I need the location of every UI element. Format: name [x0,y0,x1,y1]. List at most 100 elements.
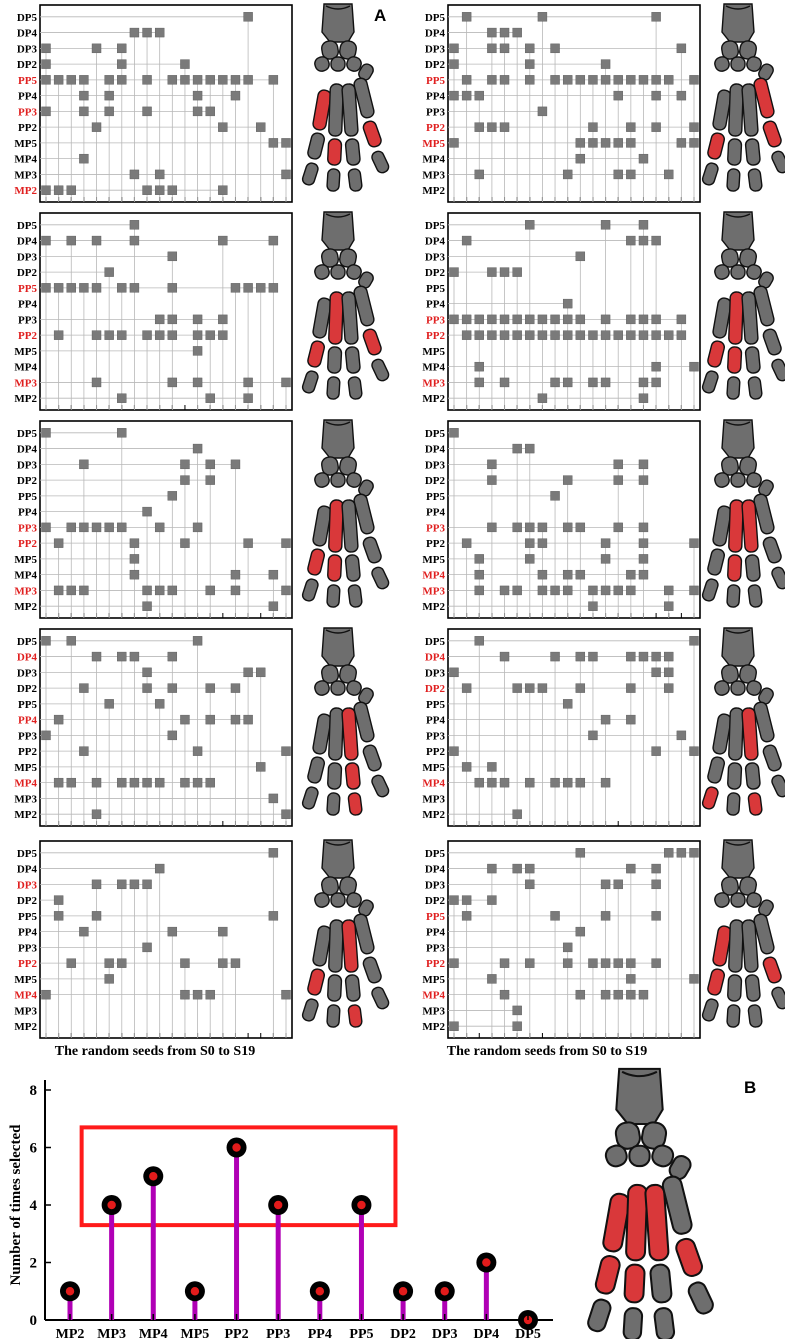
proximal-phalanx-3 [727,138,743,166]
selection-marker [180,714,190,725]
selection-marker [117,75,127,85]
lollipop-dot-dp2 [398,1287,408,1296]
selection-marker [91,122,102,132]
distal-phalanx-2 [701,998,719,1022]
selection-marker [474,122,484,132]
selection-marker [461,683,472,693]
selection-marker [638,314,649,325]
tarsal-bone [321,876,339,896]
panel-frame [447,628,701,827]
selection-marker [41,106,51,117]
metapodial-5 [753,913,775,955]
selection-marker [41,59,51,69]
row-label-mp2: MP2 [14,601,37,613]
distal-phalanx-2 [301,578,319,602]
metapodial-3 [728,919,744,973]
selection-marker [104,90,114,101]
row-label-dp5: DP5 [17,12,38,24]
tarsal-bone [730,892,746,908]
tarsal-bone [314,56,330,72]
selection-marker [91,651,102,662]
selection-marker [613,585,623,596]
selection-marker [537,538,548,548]
selection-marker [537,683,548,693]
selection-marker [651,958,661,968]
row-label-pp5: PP5 [426,75,445,87]
tarsal-bone [746,264,762,280]
panel-frame [39,628,293,827]
selection-marker [525,43,535,54]
row-label-pp3: PP3 [18,942,37,954]
selection-marker [638,651,649,662]
selection-marker [676,90,687,101]
selection-marker [600,554,611,564]
selection-marker [600,59,611,69]
selection-marker [230,714,241,725]
selection-marker [537,585,548,596]
row-label-pp2: PP2 [426,746,445,758]
selection-marker [142,683,152,693]
row-label-dp4: DP4 [425,444,446,456]
selection-marker [664,169,674,180]
selection-marker [167,491,178,501]
row-label-mp5: MP5 [14,762,37,774]
selection-marker [117,428,127,438]
row-label-mp2: MP2 [14,185,37,197]
selection-marker [588,138,598,148]
row-label-mp3: MP3 [422,169,445,181]
selection-marker [142,601,152,611]
selection-marker [142,667,152,678]
selection-marker [626,138,636,148]
row-label-pp4: PP4 [426,299,445,311]
panel-frame [447,4,701,203]
selection-marker [167,185,178,195]
selection-marker [638,554,649,564]
selection-marker [613,138,623,148]
foot-skeleton-icon-9 [301,839,390,1028]
selection-marker [626,314,636,325]
seeds-axis-label-left: The random seeds from S0 to S19 [54,1044,256,1059]
selection-marker [575,777,586,788]
selection-marker [474,636,484,646]
proximal-phalanx-4 [344,554,361,582]
metapodial-5 [753,493,775,535]
selection-marker [651,911,661,921]
selection-marker [117,958,127,968]
tarsal-bone [604,1144,628,1168]
tarsal-bone [346,56,362,72]
selection-marker [600,585,611,596]
proximal-phalanx-3 [327,974,343,1002]
row-label-mp2: MP2 [422,1021,445,1033]
distal-phalanx-4 [347,1004,363,1028]
selection-marker [129,169,140,180]
selection-marker [268,601,279,611]
row-label-dp5: DP5 [425,220,446,232]
row-label-pp2: PP2 [426,122,445,134]
proximal-phalanx-5 [762,120,782,148]
selection-marker [192,377,203,388]
metapodial-4 [741,919,759,973]
row-label-pp3: PP3 [426,730,445,742]
tarsal-bone [346,264,362,280]
selection-marker [676,138,687,148]
selection-marker [613,989,623,1000]
selection-marker [142,879,152,890]
selection-marker [499,75,510,85]
selection-marker [53,330,64,340]
seed-panel-8: DP5 DP4 DP3 DP2 PP5 PP4 PP3 PP2 MP5 MP4 MP3 MP2 [422,628,701,827]
selection-marker [638,235,649,246]
lollipop-dot-mp5 [190,1287,200,1296]
calcaneus-ridge [325,629,351,634]
selection-marker [205,585,215,596]
selection-marker [142,330,152,340]
proximal-phalanx-2 [707,548,725,576]
selection-marker [499,122,510,132]
selection-marker [154,522,165,533]
metapodial-3 [328,291,344,345]
selection-marker [218,235,228,246]
distal-phalanx-3 [622,1307,644,1342]
selection-marker [613,475,623,485]
row-label-mp5: MP5 [14,974,37,986]
calcaneus-ridge [725,841,751,846]
selection-marker [449,59,459,69]
